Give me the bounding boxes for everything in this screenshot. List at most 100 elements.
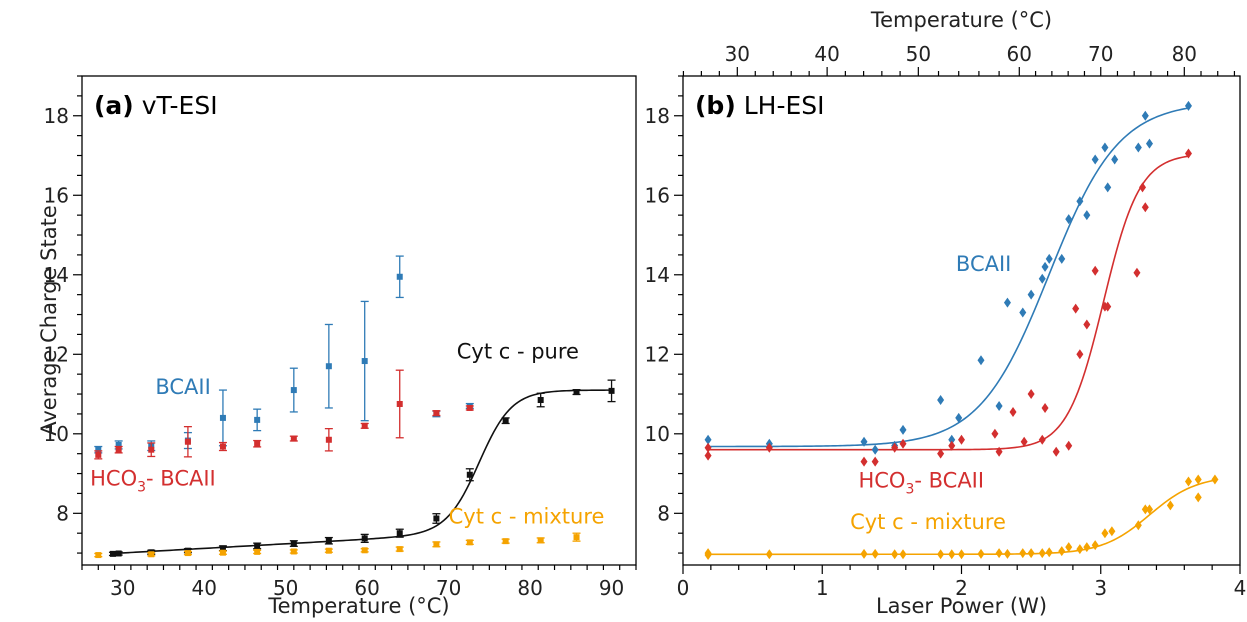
panel-title: (b) LH-ESI: [695, 91, 825, 120]
data-point: [977, 548, 985, 559]
data-point: [1072, 303, 1080, 314]
data-point: [290, 387, 297, 394]
data-point: [860, 548, 868, 559]
data-point: [1083, 210, 1091, 221]
data-point: [219, 549, 226, 556]
data-point: [109, 550, 116, 557]
x-tick-label: 0: [677, 576, 690, 600]
data-point: [995, 400, 1003, 411]
x2-tick-label: 70: [1088, 42, 1113, 66]
panel-title: (a) vT-ESI: [94, 91, 218, 120]
data-point: [1027, 548, 1035, 559]
series-bcaii: [94, 255, 474, 454]
data-point: [254, 440, 261, 447]
data-point: [573, 389, 580, 396]
data-point: [1058, 546, 1066, 557]
data-point: [433, 541, 440, 548]
panel-letter: (a): [94, 91, 134, 120]
data-point: [361, 422, 368, 429]
fit-curve: [110, 389, 612, 555]
data-point: [115, 441, 122, 448]
data-point: [148, 551, 155, 558]
data-point: [1141, 110, 1149, 121]
data-point: [1141, 504, 1149, 515]
data-point: [1076, 544, 1084, 555]
data-point: [1211, 474, 1219, 485]
data-point: [184, 550, 191, 557]
data-point: [958, 549, 965, 560]
data-point: [1019, 548, 1027, 559]
data-point: [991, 428, 999, 439]
data-point: [704, 434, 712, 445]
data-point: [466, 539, 473, 546]
data-point: [948, 549, 956, 560]
data-point: [433, 410, 440, 417]
y-tick-label: 8: [56, 501, 69, 525]
data-point: [871, 444, 879, 455]
y-tick-label: 16: [44, 183, 69, 207]
data-point: [1076, 196, 1084, 207]
x2-tick-label: 30: [725, 42, 750, 66]
data-point: [1134, 142, 1142, 153]
series-label-sub: 3: [905, 481, 914, 497]
data-point: [891, 549, 899, 560]
data-point: [502, 417, 509, 424]
data-point: [1101, 142, 1109, 153]
panel-title-text: vT-ESI: [142, 91, 218, 120]
data-point: [502, 538, 509, 545]
data-point: [254, 548, 261, 555]
data-point: [396, 546, 403, 553]
plot-frame: [81, 75, 637, 566]
data-point: [1091, 265, 1099, 276]
data-point: [1052, 446, 1060, 457]
data-point: [95, 446, 102, 453]
data-point: [325, 436, 332, 443]
data-point: [765, 549, 773, 560]
data-point: [1091, 540, 1099, 551]
series-label: BCAII: [155, 375, 210, 399]
x-axis-title: Temperature (°C): [267, 594, 449, 618]
x-tick-label: 40: [191, 576, 216, 600]
series-bcaii: [704, 100, 1192, 455]
series-label: Cyt c - pure: [457, 339, 579, 363]
data-point: [1184, 476, 1192, 487]
y-tick-label: 16: [645, 183, 670, 207]
data-point: [955, 412, 963, 423]
data-point: [860, 436, 868, 447]
series-label-text: BCAII: [956, 252, 1011, 276]
data-point: [1003, 548, 1011, 559]
data-point: [704, 450, 712, 461]
x2-tick-label: 80: [1172, 42, 1197, 66]
data-point: [1145, 138, 1153, 149]
data-point: [325, 547, 332, 554]
data-point: [115, 446, 122, 453]
data-point: [958, 434, 965, 445]
data-point: [1083, 542, 1091, 553]
y-tick-label: 12: [645, 342, 670, 366]
data-point: [1058, 253, 1066, 264]
data-point: [466, 404, 473, 411]
fit-curve: [708, 107, 1189, 448]
data-point: [537, 397, 544, 404]
data-point: [948, 440, 956, 451]
data-point: [219, 545, 226, 552]
data-point: [1184, 100, 1192, 111]
series-label: HCO3- BCAII: [858, 468, 984, 497]
series-label-text: Cyt c - mixture: [449, 504, 605, 528]
y-tick-label: 14: [44, 263, 69, 287]
data-point: [1145, 504, 1153, 515]
series-hco3-bcaii: [94, 369, 474, 460]
data-point: [95, 451, 102, 458]
x2-axis-title: Temperature (°C): [870, 8, 1052, 32]
data-point: [977, 355, 985, 366]
x-tick-label: 70: [436, 576, 461, 600]
y-axis-title: Average Charge State: [37, 205, 61, 436]
x-tick-label: 2: [955, 576, 968, 600]
x-tick-label: 60: [354, 576, 379, 600]
x-tick-label: 30: [110, 576, 135, 600]
data-point: [290, 548, 297, 555]
data-point: [184, 438, 191, 445]
data-point: [1104, 301, 1112, 312]
data-point: [1027, 289, 1035, 300]
series-label-text: HCO: [858, 468, 905, 492]
